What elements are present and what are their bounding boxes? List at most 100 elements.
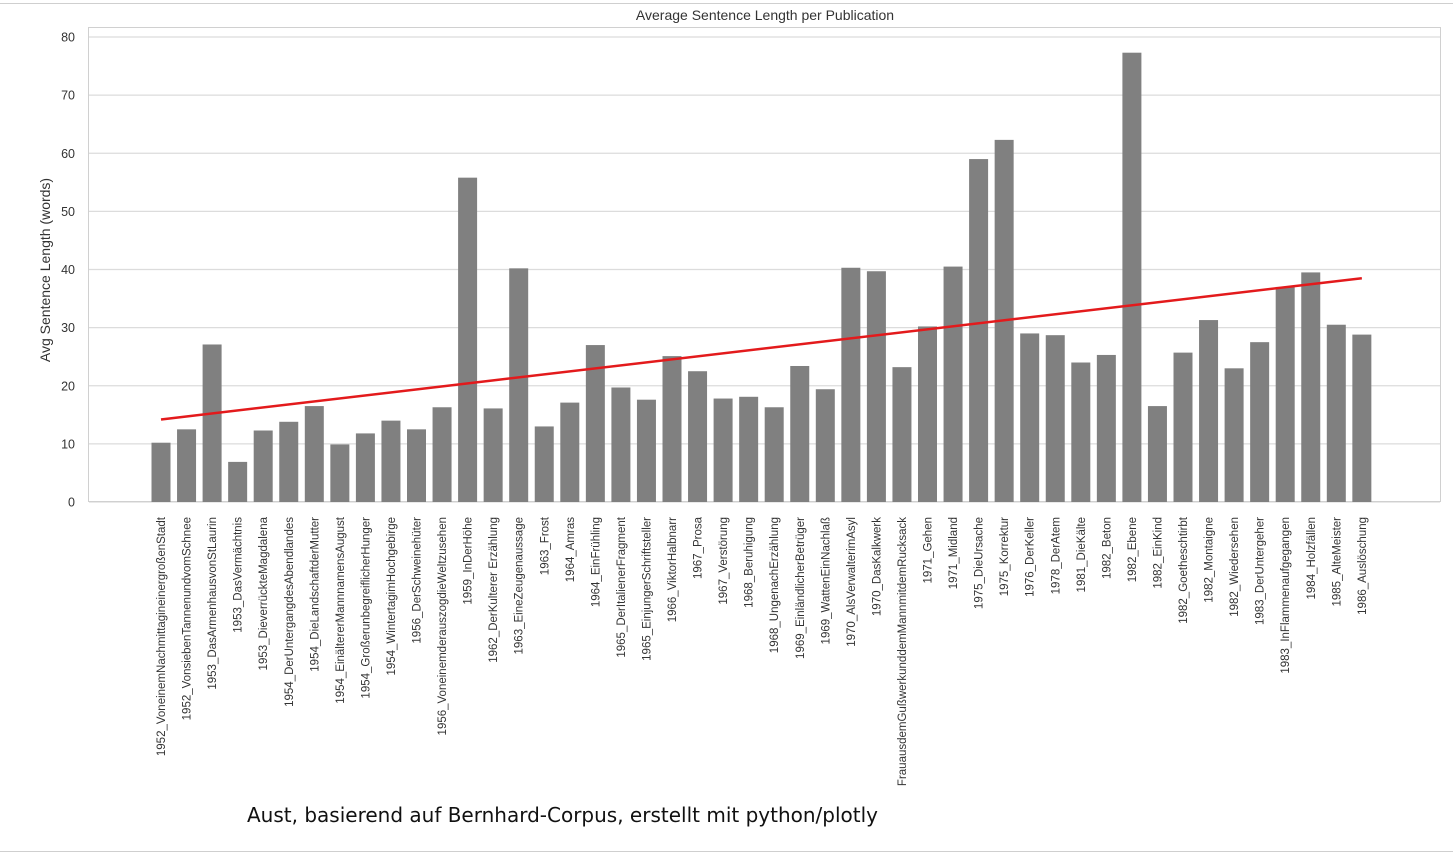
- y-tick-label: 40: [61, 263, 75, 277]
- bar: [407, 429, 426, 502]
- bar: [483, 408, 503, 502]
- x-tick-label: 1982_EinKind: [1152, 517, 1164, 589]
- x-tick-label: 1978_DerAtem: [1050, 517, 1062, 594]
- chart-caption: Aust, basierend auf Bernhard-Corpus, ers…: [247, 803, 878, 827]
- x-tick-label: 1954_WintertagimHochgebirge: [386, 517, 398, 676]
- x-axis-ticks: 1952_VoneinemNachmittagineinergroßenStad…: [156, 516, 1369, 786]
- bar: [304, 406, 324, 502]
- y-tick-label: 70: [61, 89, 75, 103]
- bar: [1199, 320, 1219, 502]
- bar: [509, 268, 529, 502]
- x-tick-label: 1954_EinältererMannnamensAugust: [335, 516, 347, 703]
- x-tick-label: 1966_ViktorHalbnarr: [667, 517, 679, 622]
- x-tick-label: 1970_AlsVerwalterimAsyl: [846, 517, 858, 647]
- bar: [1020, 333, 1040, 502]
- x-tick-label: 1982_Goetheschtirbt: [1178, 516, 1190, 624]
- x-tick-label: 1983_DerUntergeher: [1255, 517, 1267, 625]
- chart-title: Average Sentence Length per Publication: [636, 7, 894, 23]
- x-tick-label: 1975_DieUrsache: [974, 517, 986, 609]
- x-tick-label: 1963_Frost: [539, 516, 551, 575]
- bar: [1326, 324, 1346, 502]
- bar: [202, 344, 222, 502]
- x-tick-label: 1953_DieverrückteMagdalena: [258, 516, 270, 670]
- x-tick-label: 1986_Auslöschung: [1357, 517, 1369, 615]
- bar: [534, 426, 554, 502]
- x-tick-label: 1985_AlteMeister: [1331, 517, 1343, 607]
- x-tick-label: 1969_EinländlicherBetrüger: [795, 517, 807, 659]
- x-tick-label: FrauausdemGußwerkunddemMannmitdemRucksac…: [897, 517, 909, 786]
- bar: [253, 430, 273, 502]
- bar: [1250, 342, 1270, 502]
- trendline: [160, 276, 1362, 421]
- x-tick-label: 1982_Montaigne: [1204, 517, 1216, 603]
- y-tick-label: 10: [61, 437, 75, 451]
- bar: [279, 421, 299, 502]
- y-tick-label: 80: [61, 31, 75, 45]
- y-tick-label: 20: [61, 379, 75, 393]
- bar: [892, 367, 912, 502]
- bar: [1147, 406, 1167, 502]
- x-tick-label: 1964_Amras: [565, 517, 577, 582]
- trendline-line: [160, 276, 1362, 421]
- bar: [662, 356, 682, 502]
- bar: [432, 407, 452, 502]
- x-tick-label: 1967_Prosa: [693, 516, 705, 579]
- bar: [611, 387, 631, 502]
- y-axis-label: Avg Sentence Length (words): [37, 178, 53, 362]
- bar: [1096, 354, 1116, 502]
- bar: [1224, 368, 1244, 502]
- x-tick-label: 1965_EinjungerSchriftsteller: [641, 517, 653, 661]
- x-tick-label: 1952_VonsiebenTannenundvomSchnee: [182, 517, 194, 720]
- x-tick-label: 1959_InDerHöhe: [463, 517, 475, 605]
- bar: [381, 420, 401, 503]
- x-tick-label: 1967_Verstörung: [718, 517, 730, 605]
- bar: [636, 399, 656, 502]
- bar: [969, 159, 989, 502]
- x-tick-label: 1984_Holzfällen: [1306, 517, 1318, 599]
- bar: [151, 442, 171, 502]
- x-tick-label: 1962_DerKulterer Erzählung: [488, 517, 500, 663]
- x-tick-label: 1954_DerUntergangdesAbendlandes: [284, 517, 296, 707]
- bar: [713, 398, 733, 502]
- x-tick-label: 1968_Beruhigung: [744, 517, 756, 608]
- x-tick-label: 1981_DieKälte: [1076, 517, 1088, 592]
- bar: [1173, 352, 1193, 502]
- x-tick-label: 1969_WattenEinNachlaß: [820, 517, 832, 644]
- bar: [177, 429, 197, 502]
- x-tick-label: 1975_Korrektur: [999, 517, 1011, 596]
- x-tick-label: 1953_DasArmenhausvonStLaurin: [207, 517, 219, 690]
- x-tick-label: 1976_DerKeller: [1025, 517, 1037, 597]
- bar: [790, 365, 810, 502]
- x-tick-label: 1954_DieLandschaftderMutter: [309, 517, 321, 672]
- bar: [943, 266, 963, 502]
- bar: [1352, 334, 1372, 502]
- bar: [866, 271, 886, 502]
- bar: [764, 407, 784, 502]
- y-tick-label: 50: [61, 205, 75, 219]
- y-tick-label: 0: [68, 496, 75, 510]
- bars: [151, 52, 1372, 503]
- x-tick-label: 1956_VoneinemderauszogdieWeltzusehen: [437, 517, 449, 735]
- x-tick-label: 1965_DerItalienerFragment: [616, 516, 628, 657]
- x-tick-label: 1952_VoneinemNachmittagineinergroßenStad…: [156, 516, 168, 756]
- x-tick-label: 1964_EinFrühling: [590, 517, 602, 607]
- bar: [841, 267, 861, 502]
- y-tick-label: 30: [61, 321, 75, 335]
- x-tick-label: 1983_InFlammenaufgegangen: [1280, 517, 1292, 674]
- bar: [1122, 52, 1142, 502]
- y-axis-ticks: 0 10 20 30 40 50 60 70 80: [61, 31, 75, 510]
- bar: [330, 444, 350, 502]
- bar: [815, 389, 835, 502]
- bar: [355, 433, 375, 502]
- x-tick-label: 1971_Midland: [948, 517, 960, 589]
- x-tick-label: 1953_DasVermächtnis: [233, 517, 245, 633]
- x-tick-label: 1982_Beton: [1101, 517, 1113, 579]
- bar: [1301, 272, 1321, 502]
- plot-area-border: [88, 27, 1441, 502]
- bar: [1275, 286, 1295, 502]
- bar: [1071, 362, 1091, 502]
- bar: [739, 396, 759, 502]
- bar: [585, 345, 605, 502]
- x-tick-label: 1970_DasKalkwerk: [871, 517, 883, 616]
